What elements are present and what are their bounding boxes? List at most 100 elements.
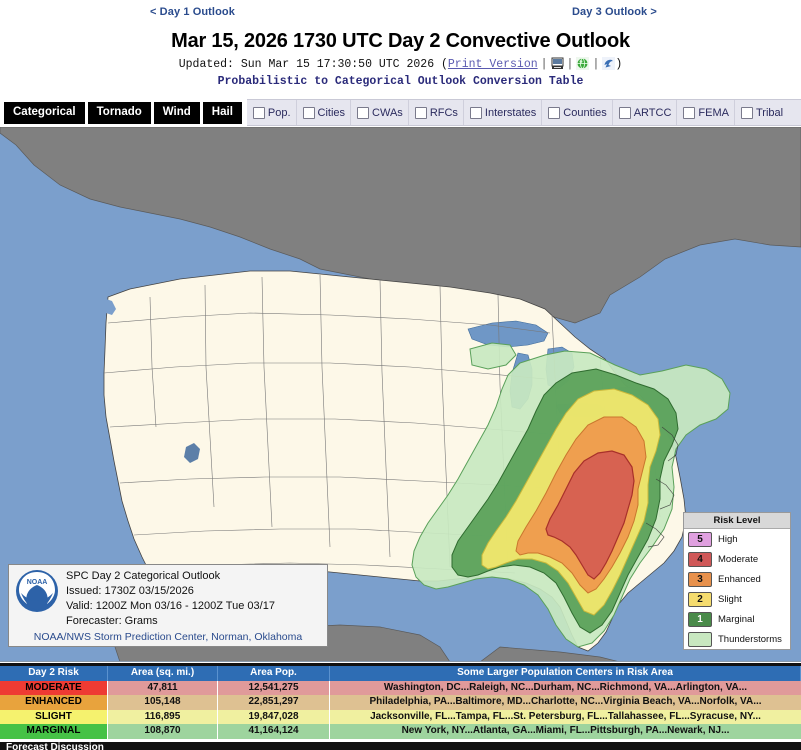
legend-title: Risk Level — [684, 513, 790, 529]
lake-superior — [467, 320, 549, 348]
info-line-issued: Issued: 1730Z 03/15/2026 — [66, 585, 194, 597]
legend-row-high: 5 High — [684, 529, 790, 549]
header-area: Area (sq. mi.) — [108, 666, 218, 681]
info-line-forecaster: Forecaster: Grams — [66, 615, 158, 627]
legend-swatch-enhanced: 3 — [688, 571, 712, 587]
tab-tornado[interactable]: Tornado — [87, 101, 151, 124]
checkbox-box-rfcs[interactable] — [414, 106, 427, 119]
great-salt-lake — [184, 443, 200, 463]
row-risk-slight: SLIGHT — [0, 709, 108, 725]
pacific-coast-inlets — [106, 299, 116, 315]
checkbox-cwas[interactable]: CWAs — [351, 100, 409, 125]
checkbox-fema[interactable]: FEMA — [677, 100, 735, 125]
row-cities-moderate: Washington, DC...Raleigh, NC...Durham, N… — [330, 680, 801, 696]
updated-line: Updated: Sun Mar 15 17:30:50 UTC 2026 (P… — [0, 57, 801, 73]
green-globe-icon[interactable] — [576, 57, 590, 70]
separator-1: | — [540, 58, 548, 71]
page-title: Mar 15, 2026 1730 UTC Day 2 Convective O… — [171, 30, 630, 52]
checkbox-box-pop[interactable] — [252, 106, 265, 119]
legend-row-moderate: 4 Moderate — [684, 549, 790, 569]
blue-arrow-icon[interactable] — [602, 57, 616, 70]
header-day-2-risk: Day 2 Risk — [0, 666, 108, 681]
row-area-slight: 116,895 — [108, 709, 218, 725]
row-cities-enhanced: Philadelphia, PA...Baltimore, MD...Charl… — [330, 695, 801, 710]
conversion-table-link-wrap: Probabilistic to Categorical Outlook Con… — [0, 74, 801, 90]
convective-outlook-map[interactable]: Risk Level 5 High 4 Moderate 3 Enhanced … — [0, 127, 801, 662]
row-pop-moderate: 12,541,275 — [218, 680, 330, 696]
legend-row-thunderstorms: Thunderstorms — [684, 629, 790, 649]
table-row: SLIGHT 116,895 19,847,028 Jacksonville, … — [0, 709, 801, 725]
legend-swatch-moderate: 4 — [688, 551, 712, 567]
checkbox-label-cities: Cities — [317, 106, 346, 119]
outlook-day-navigation: < Day 1 Outlook Day 3 Outlook > — [0, 0, 801, 26]
checkbox-cities[interactable]: Cities — [297, 100, 352, 125]
row-pop-enhanced: 22,851,297 — [218, 695, 330, 710]
checkbox-box-interstates[interactable] — [469, 106, 482, 119]
next-day-outlook-link[interactable]: Day 3 Outlook > — [572, 6, 657, 18]
legend-swatch-thunderstorms — [688, 631, 712, 647]
legend-label-thunderstorms: Thunderstorms — [718, 633, 782, 645]
checkbox-box-counties[interactable] — [548, 106, 561, 119]
print-version-link[interactable]: Print Version — [447, 58, 538, 71]
checkbox-box-tribal[interactable] — [740, 106, 753, 119]
checkbox-interstates[interactable]: Interstates — [464, 100, 543, 125]
prev-day-outlook-link[interactable]: < Day 1 Outlook — [150, 6, 235, 18]
print-document-icon[interactable] — [551, 57, 564, 70]
row-area-enhanced: 105,148 — [108, 695, 218, 710]
table-row: MARGINAL 108,870 41,164,124 New York, NY… — [0, 724, 801, 739]
info-line-title: SPC Day 2 Categorical Outlook — [66, 570, 221, 582]
legend-row-marginal: 1 Marginal — [684, 609, 790, 629]
outlook-type-tabs: Categorical Tornado Wind Hail — [0, 99, 242, 126]
tab-hail[interactable]: Hail — [202, 101, 242, 124]
table-row: MODERATE 47,811 12,541,275 Washington, D… — [0, 680, 801, 696]
updated-timestamp: Updated: Sun Mar 15 17:30:50 UTC 2026 ( — [178, 58, 448, 71]
risk-level-legend: Risk Level 5 High 4 Moderate 3 Enhanced … — [683, 512, 791, 650]
checkbox-label-rfcs: RFCs — [429, 106, 458, 119]
row-risk-marginal: MARGINAL — [0, 724, 108, 739]
legend-row-slight: 2 Slight — [684, 589, 790, 609]
legend-label-slight: Slight — [718, 593, 742, 605]
checkbox-tribal[interactable]: Tribal — [735, 100, 788, 125]
checkbox-box-artcc[interactable] — [618, 106, 631, 119]
header-area-pop: Area Pop. — [218, 666, 330, 681]
row-cities-slight: Jacksonville, FL...Tampa, FL...St. Peter… — [330, 709, 801, 725]
checkbox-label-artcc: ARTCC — [633, 106, 672, 119]
checkbox-box-cwas[interactable] — [357, 106, 370, 119]
separator-2: | — [566, 58, 574, 71]
checkbox-label-fema: FEMA — [698, 106, 729, 119]
tab-categorical[interactable]: Categorical — [4, 101, 85, 124]
table-header-row: Day 2 Risk Area (sq. mi.) Area Pop. Some… — [0, 666, 801, 681]
risk-area-moderate — [545, 450, 635, 580]
row-risk-enhanced: ENHANCED — [0, 695, 108, 710]
checkbox-box-cities[interactable] — [302, 106, 315, 119]
checkbox-label-interstates: Interstates — [484, 106, 537, 119]
checkbox-rfcs[interactable]: RFCs — [409, 100, 464, 125]
mexico-yucatan — [480, 646, 618, 661]
updated-suffix: ) — [615, 58, 623, 71]
tab-wind[interactable]: Wind — [153, 101, 200, 124]
checkbox-label-cwas: CWAs — [372, 106, 403, 119]
row-pop-marginal: 41,164,124 — [218, 724, 330, 739]
legend-swatch-high: 5 — [688, 531, 712, 547]
row-pop-slight: 19,847,028 — [218, 709, 330, 725]
separator-3: | — [592, 58, 600, 71]
checkbox-pop[interactable]: Pop. — [247, 100, 297, 125]
row-cities-marginal: New York, NY...Atlanta, GA...Miami, FL..… — [330, 724, 801, 739]
row-area-moderate: 47,811 — [108, 680, 218, 696]
checkbox-label-counties: Counties — [563, 106, 607, 119]
row-area-marginal: 108,870 — [108, 724, 218, 739]
legend-swatch-marginal: 1 — [688, 611, 712, 627]
legend-label-moderate: Moderate — [718, 553, 759, 565]
checkbox-box-fema[interactable] — [683, 106, 696, 119]
conversion-table-link[interactable]: Probabilistic to Categorical Outlook Con… — [217, 75, 584, 88]
info-footer-agency: NOAA/NWS Storm Prediction Center, Norman… — [33, 631, 303, 643]
checkbox-artcc[interactable]: ARTCC — [613, 100, 678, 125]
table-top-rule — [0, 663, 801, 666]
legend-label-enhanced: Enhanced — [718, 573, 761, 585]
forecast-discussion-header[interactable]: Forecast Discussion — [0, 742, 801, 750]
checkbox-label-pop: Pop. — [267, 106, 291, 119]
info-line-valid: Valid: 1200Z Mon 03/16 - 1200Z Tue 03/17 — [66, 600, 275, 612]
noaa-logo: NOAA — [15, 569, 59, 629]
checkbox-counties[interactable]: Counties — [542, 100, 613, 125]
